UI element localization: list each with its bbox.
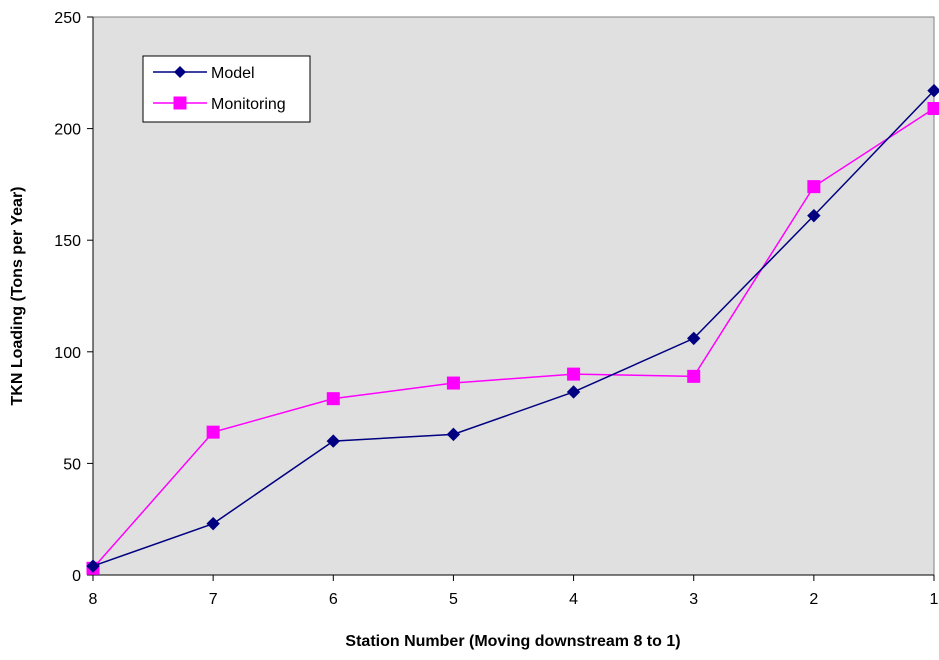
legend-marker-diamond-icon <box>174 66 186 78</box>
x-tick-label: 4 <box>569 591 578 608</box>
series-line-monitoring <box>92 107 935 569</box>
legend-label-monitoring: Monitoring <box>211 96 286 113</box>
x-tick-label: 5 <box>449 591 458 608</box>
data-point-monitoring <box>807 180 821 194</box>
x-tick-label: 8 <box>89 591 98 608</box>
y-axis-title: TKN Loading (Tons per Year) <box>9 187 26 406</box>
y-tick-label: 100 <box>54 345 81 362</box>
data-point-model <box>326 434 340 448</box>
x-tick-label: 1 <box>930 591 939 608</box>
y-tick-label: 150 <box>54 233 81 250</box>
y-tick-label: 200 <box>54 122 81 139</box>
legend-marker-square-icon <box>173 96 187 110</box>
y-tick-label: 0 <box>72 568 81 585</box>
data-point-monitoring <box>687 369 701 383</box>
legend-box <box>142 55 311 123</box>
data-point-monitoring <box>927 102 939 116</box>
x-tick-label: 6 <box>329 591 338 608</box>
y-axis: 0 50 100 150 200 250 <box>54 10 94 585</box>
data-point-model <box>566 385 581 399</box>
data-point-monitoring <box>326 392 340 406</box>
y-tick-label: 50 <box>63 456 81 473</box>
series-layer <box>86 83 939 575</box>
data-point-monitoring <box>446 376 460 390</box>
data-point-monitoring <box>567 367 581 381</box>
x-tick-label: 2 <box>809 591 818 608</box>
legend: Model Monitoring <box>142 55 311 123</box>
data-point-model <box>927 83 939 98</box>
data-point-model <box>446 427 461 442</box>
x-axis-title: Station Number (Moving downstream 8 to 1… <box>345 633 680 650</box>
data-point-monitoring <box>206 425 220 439</box>
legend-label-model: Model <box>211 65 255 82</box>
data-point-model <box>807 208 821 223</box>
x-axis: 8 7 6 5 4 3 2 1 <box>89 574 939 608</box>
legend-item-model: Model <box>153 65 255 82</box>
data-point-model <box>206 516 220 531</box>
x-tick-label: 7 <box>209 591 218 608</box>
data-point-model <box>687 331 701 346</box>
y-tick-label: 250 <box>54 10 81 27</box>
series-line-model <box>92 90 935 567</box>
legend-item-monitoring: Monitoring <box>153 96 286 113</box>
data-point-model <box>86 559 100 573</box>
series-model <box>86 83 939 573</box>
x-tick-label: 3 <box>689 591 698 608</box>
